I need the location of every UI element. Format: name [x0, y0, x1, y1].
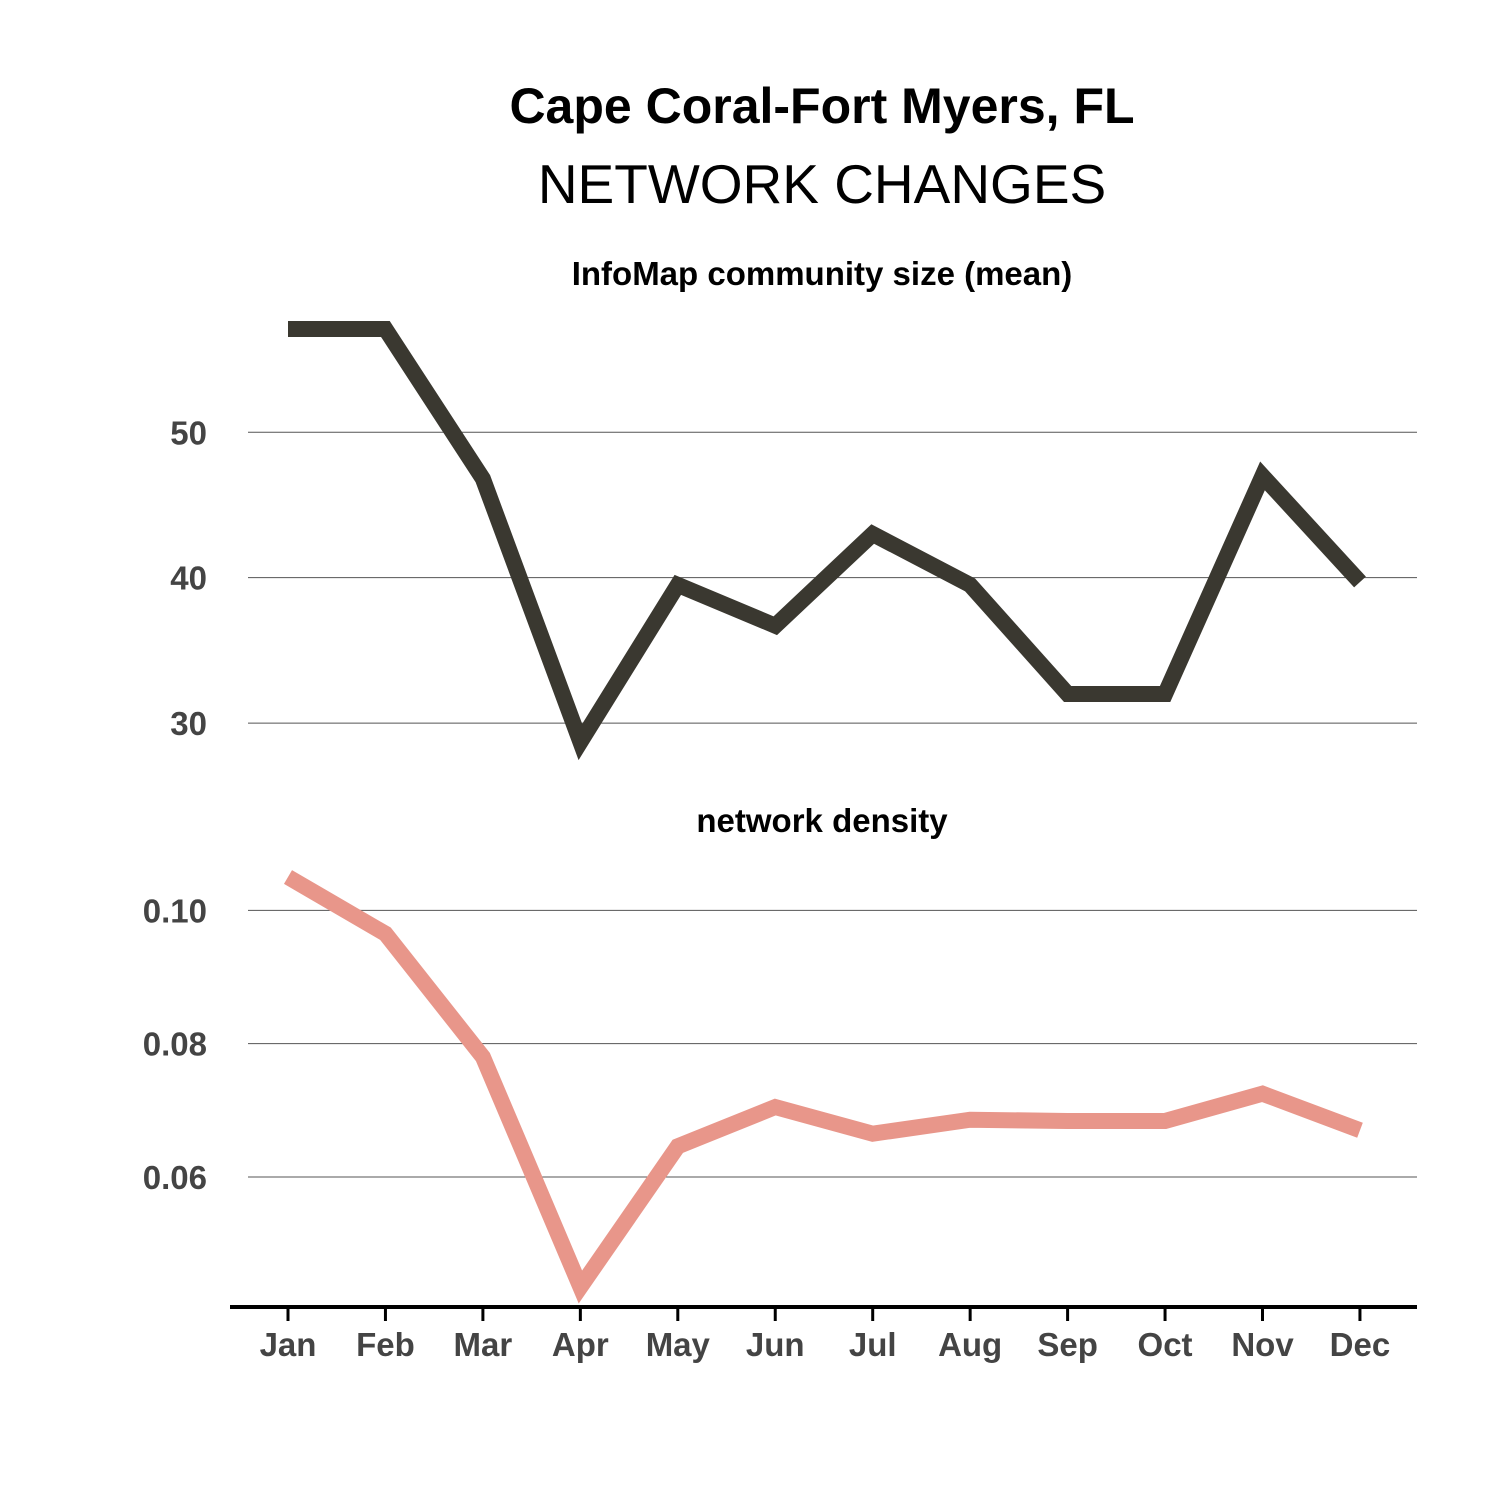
x-axis-tick-label: Jan	[260, 1326, 317, 1363]
chart-title: Cape Coral-Fort Myers, FL	[509, 78, 1134, 134]
bottom-panel-y-tick-labels: 0.06 0.08 0.10	[143, 892, 207, 1196]
top-data-point	[1359, 581, 1361, 583]
top-y-tick-label: 40	[170, 560, 207, 597]
x-axis-tick-labels: Jan Feb Mar Apr May Jun Jul Aug Sep Oct Nov Dec	[260, 1326, 1391, 1363]
top-data-point	[482, 478, 484, 480]
x-axis-tick-label: Feb	[356, 1326, 415, 1363]
top-data-point	[384, 328, 386, 330]
top-y-tick-label: 50	[170, 414, 207, 451]
bottom-panel-grid	[248, 909, 1417, 1178]
bottom-data-point	[969, 1119, 971, 1121]
bottom-data-point	[1067, 1120, 1069, 1122]
bottom-data-point	[1262, 1093, 1264, 1095]
bottom-data-point	[1164, 1120, 1166, 1122]
bottom-data-point	[384, 933, 386, 935]
bottom-y-tick-label: 0.06	[143, 1159, 207, 1196]
top-data-point	[872, 533, 874, 535]
top-data-point	[969, 584, 971, 586]
x-axis-tick-label: Dec	[1330, 1326, 1391, 1363]
x-axis-tick-label: Sep	[1037, 1326, 1098, 1363]
x-axis-tick-label: Mar	[454, 1326, 513, 1363]
top-panel-series	[287, 321, 1366, 761]
top-series-line	[288, 321, 1366, 761]
bottom-data-point	[287, 876, 289, 878]
bottom-series-line	[283, 870, 1363, 1304]
top-panel-title: InfoMap community size (mean)	[572, 255, 1073, 292]
x-axis-tick-label: Jul	[849, 1326, 897, 1363]
x-axis-tick-label: Aug	[938, 1326, 1002, 1363]
top-data-point	[1164, 693, 1166, 695]
bottom-panel-title: network density	[696, 802, 948, 839]
top-data-point	[1262, 475, 1264, 477]
bottom-data-point	[1359, 1129, 1361, 1131]
x-axis-tick-label: Oct	[1138, 1326, 1193, 1363]
bottom-data-point	[774, 1106, 776, 1108]
x-axis-tick-label: Apr	[552, 1326, 609, 1363]
bottom-data-point	[579, 1286, 581, 1288]
top-y-tick-label: 30	[170, 705, 207, 742]
top-data-point	[579, 741, 581, 743]
bottom-y-tick-label: 0.08	[143, 1026, 207, 1063]
x-axis-tick-label: Nov	[1231, 1326, 1294, 1363]
x-axis-tick-label: Jun	[746, 1326, 805, 1363]
top-data-point	[287, 328, 289, 330]
x-axis-ticks	[286, 1307, 1362, 1321]
top-panel-y-tick-labels: 30 40 50	[170, 414, 207, 742]
bottom-data-point	[872, 1133, 874, 1135]
top-data-point	[1067, 693, 1069, 695]
bottom-y-tick-label: 0.10	[143, 892, 207, 929]
bottom-data-point	[482, 1056, 484, 1058]
top-data-point	[774, 625, 776, 627]
chart-subtitle: NETWORK CHANGES	[538, 153, 1106, 215]
bottom-data-point	[677, 1145, 679, 1147]
x-axis-tick-label: May	[646, 1326, 711, 1363]
top-data-point	[677, 584, 679, 586]
bottom-panel-series	[283, 870, 1363, 1304]
